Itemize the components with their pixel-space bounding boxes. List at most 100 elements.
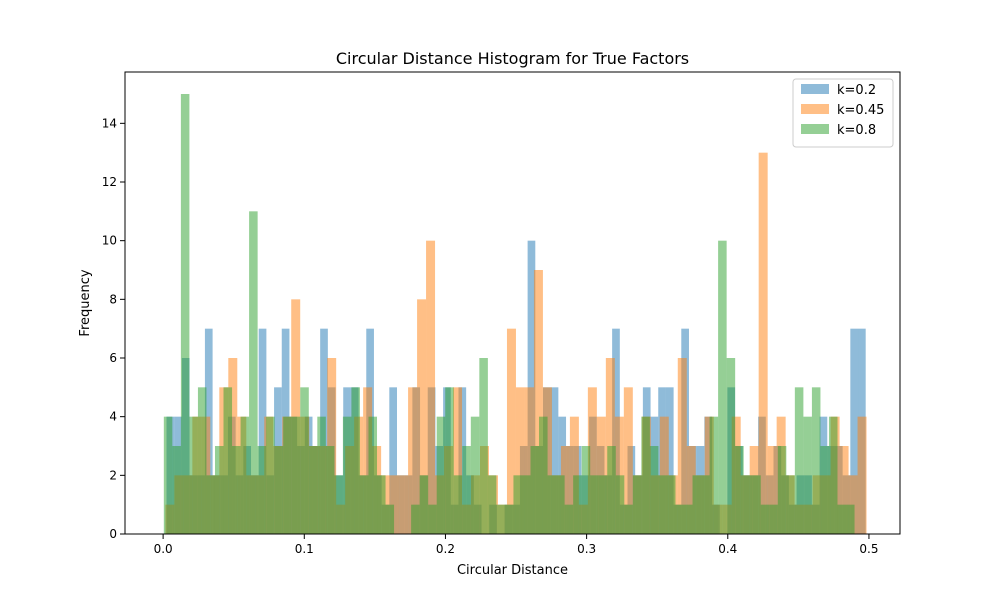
y-tick-label: 2	[109, 468, 117, 482]
bar	[232, 446, 241, 534]
bar	[769, 504, 778, 534]
bar	[163, 416, 173, 534]
bar	[257, 446, 267, 534]
y-tick-label: 0	[109, 527, 117, 541]
bar	[786, 475, 795, 534]
bar	[701, 475, 710, 534]
bar	[453, 387, 463, 534]
y-tick-label: 6	[109, 351, 117, 365]
y-tick-label: 8	[109, 292, 117, 306]
bar	[718, 240, 727, 535]
y-tick-label: 10	[102, 234, 117, 248]
bar	[436, 416, 446, 534]
bar	[641, 416, 650, 534]
bar	[760, 504, 770, 534]
bar	[363, 387, 373, 534]
bar	[377, 475, 386, 534]
bar	[839, 446, 849, 534]
bar	[274, 446, 284, 534]
bar	[428, 504, 437, 534]
bar	[758, 152, 768, 535]
y-tick-label: 12	[102, 175, 117, 189]
bar	[214, 446, 224, 534]
bar	[767, 446, 777, 534]
bar	[550, 387, 559, 534]
bar	[283, 416, 292, 534]
bar	[172, 446, 181, 534]
bar	[752, 475, 761, 534]
bar	[587, 387, 597, 534]
bar	[197, 387, 207, 534]
bar	[692, 475, 702, 534]
bar	[560, 446, 570, 534]
bar	[390, 475, 400, 534]
x-tick-label: 0.3	[577, 542, 596, 556]
bar	[666, 475, 676, 534]
bar	[539, 416, 548, 534]
bar	[726, 358, 736, 534]
bar	[334, 475, 343, 534]
bar	[504, 504, 514, 534]
bar	[385, 504, 395, 534]
bar	[848, 475, 858, 534]
bar	[675, 504, 684, 534]
bar	[581, 446, 591, 534]
legend-label: k=0.2	[837, 83, 876, 98]
bar	[506, 328, 516, 534]
bar	[513, 475, 522, 534]
x-tick-label: 0.2	[436, 542, 455, 556]
bar	[291, 416, 301, 534]
bar	[850, 328, 859, 534]
bar	[411, 504, 420, 534]
y-tick-label: 4	[109, 410, 117, 424]
legend-swatch	[801, 124, 829, 134]
bar	[389, 387, 397, 534]
x-tick-label: 0.5	[859, 542, 878, 556]
bar	[496, 504, 505, 534]
x-axis-ticks: 0.0 0.1 0.2 0.3 0.4 0.5	[154, 534, 878, 556]
bar	[180, 94, 190, 534]
x-tick-label: 0.0	[154, 542, 173, 556]
legend-item: k=0.8	[801, 123, 876, 138]
bar	[598, 475, 608, 534]
bar	[487, 475, 497, 534]
bar	[381, 475, 391, 534]
bar	[462, 446, 471, 534]
bar	[258, 328, 267, 534]
bar	[368, 416, 378, 534]
bar	[399, 475, 409, 534]
bar	[325, 446, 335, 534]
y-axis-label: Frequency	[78, 269, 93, 336]
legend-label: k=0.45	[837, 103, 884, 118]
series-k=0.8	[163, 94, 855, 535]
bar	[573, 475, 582, 534]
bar	[408, 387, 418, 534]
bar	[417, 299, 427, 534]
bar	[649, 446, 659, 534]
bar	[445, 387, 454, 534]
chart-title: Circular Distance Histogram for True Fac…	[336, 49, 689, 68]
bar	[615, 475, 625, 534]
bar	[533, 270, 543, 534]
x-tick-label: 0.1	[295, 542, 314, 556]
bar	[530, 446, 540, 534]
plot-frame	[124, 71, 901, 535]
bar	[479, 358, 488, 534]
legend: k=0.2 k=0.45 k=0.8	[792, 78, 894, 148]
bar	[453, 475, 463, 534]
bar	[300, 387, 309, 534]
bar	[607, 446, 616, 534]
legend-swatch	[801, 104, 829, 114]
bar	[677, 358, 687, 534]
bar	[658, 475, 667, 534]
x-axis-label: Circular Distance	[457, 563, 568, 578]
y-tick-label: 14	[102, 116, 117, 130]
bar	[240, 416, 250, 534]
y-axis-ticks: 0 2 4 6 8 10 12 14	[102, 116, 125, 541]
bar	[811, 387, 821, 534]
legend-label: k=0.8	[837, 123, 876, 138]
bar	[206, 475, 215, 534]
bar	[665, 387, 674, 534]
bar	[803, 416, 812, 534]
